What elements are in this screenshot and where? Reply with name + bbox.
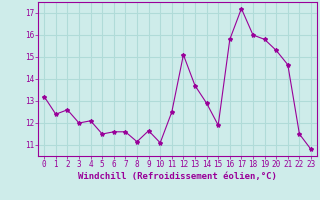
X-axis label: Windchill (Refroidissement éolien,°C): Windchill (Refroidissement éolien,°C) (78, 172, 277, 181)
